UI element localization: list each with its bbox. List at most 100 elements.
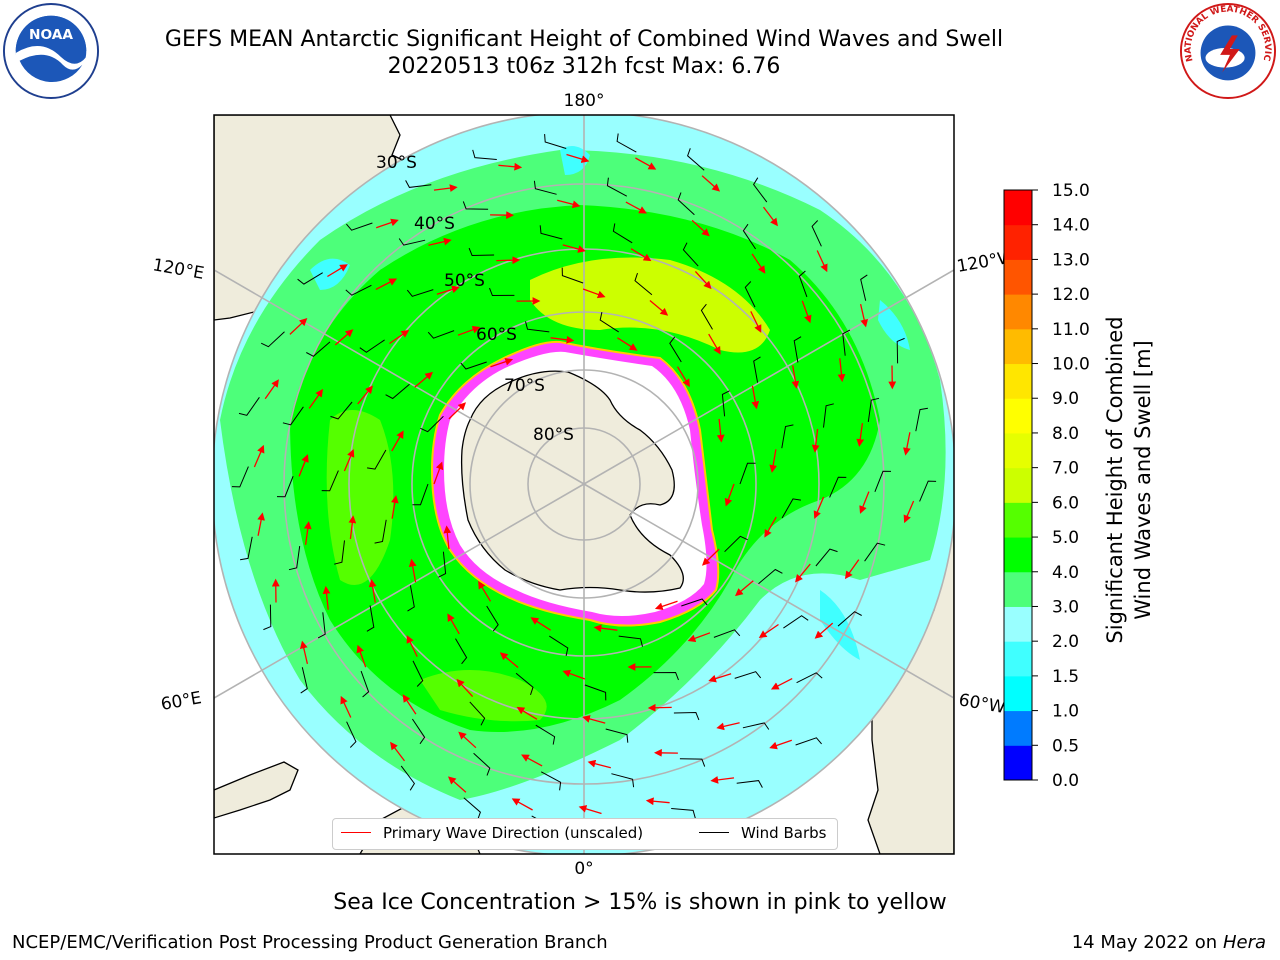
wind-barb: [306, 341, 331, 357]
wind-barb: [282, 406, 304, 426]
wave-direction-arrow: [550, 335, 575, 344]
chart-subtitle: 20220513 t06z 312h fcst Max: 6.76: [387, 54, 781, 79]
colorbar-tick-label: 13.0: [1052, 250, 1090, 270]
wave-direction-arrow: [649, 300, 669, 316]
meridian-label-60w: 60°W: [957, 690, 1007, 718]
wave-direction-arrow: [436, 285, 460, 295]
wind-barb: [753, 356, 761, 383]
wind-barb: [669, 336, 682, 363]
wind-barb: [673, 711, 700, 721]
wave-direction-arrow: [402, 694, 417, 715]
wave-direction-arrow: [691, 219, 710, 237]
wave-direction-arrow: [676, 366, 690, 388]
wave-direction-arrow: [566, 153, 590, 163]
wave-direction-arrow: [456, 678, 474, 698]
wave-direction-arrow: [593, 624, 618, 633]
wave-direction-arrow: [340, 695, 352, 718]
wave-direction-arrow: [813, 496, 825, 519]
wave-direction-arrow: [428, 237, 452, 246]
wind-barb: [823, 403, 834, 428]
wave-direction-arrow: [903, 500, 915, 524]
wind-barb: [345, 284, 372, 296]
colorbar-swatch: [1004, 710, 1032, 746]
wind-barb: [288, 546, 301, 571]
wave-direction-arrow: [814, 622, 834, 639]
wave-direction-arrow: [625, 201, 647, 214]
wind-barb: [829, 476, 847, 498]
wave-direction-arrow: [582, 288, 606, 299]
colorbar-tick-label: 14.0: [1052, 216, 1090, 236]
wind-barb: [798, 270, 808, 298]
wind-barb: [455, 638, 468, 665]
colorbar-swatch: [1004, 537, 1032, 573]
wave-direction-arrow: [654, 600, 678, 611]
wind-barb: [420, 415, 444, 433]
wind-barb: [606, 177, 628, 197]
colorbar-tick-label: 12.0: [1052, 285, 1090, 305]
wind-barb: [752, 177, 768, 203]
wave-direction-arrow: [751, 385, 760, 410]
colorbar-swatch: [1004, 467, 1032, 503]
colorbar-swatch: [1004, 294, 1032, 330]
wave-direction-arrow: [617, 337, 638, 351]
wave-direction-arrow: [578, 805, 602, 815]
colorbar-title-line2: Wind Waves and Swell [m]: [1131, 340, 1155, 620]
map-frame: [213, 114, 955, 855]
wave-direction-arrow: [811, 428, 820, 453]
wave-direction-arrow: [357, 385, 373, 405]
wave-direction-arrow: [530, 617, 551, 631]
wave-direction-arrow: [708, 673, 732, 683]
colorbar-swatch: [1004, 571, 1032, 607]
wind-barb: [407, 585, 415, 612]
wave-direction-arrow: [448, 402, 466, 420]
wind-barb: [795, 737, 822, 746]
meridian-label-120e: 120°E: [151, 255, 205, 284]
wave-direction-arrow: [478, 580, 492, 602]
svg-text:NOAA: NOAA: [29, 27, 73, 43]
colorbar-swatch: [1004, 224, 1032, 260]
wind-barb: [783, 615, 809, 629]
wind-barb: [611, 773, 635, 788]
wave-direction-arrow: [770, 678, 793, 690]
wind-barb: [815, 548, 838, 567]
wind-barb: [864, 542, 886, 562]
wave-direction-arrow: [630, 248, 652, 262]
wave-direction-arrow: [391, 430, 404, 452]
chart-title: GEFS MEAN Antarctic Significant Height o…: [164, 27, 1004, 52]
colorbar-tick-label: 4.0: [1052, 563, 1079, 583]
latitude-label-40s: 40°S: [414, 214, 455, 234]
wind-barb: [460, 361, 487, 370]
wave-direction-arrow: [751, 253, 766, 274]
colorbar-swatch: [1004, 675, 1032, 712]
wave-direction-arrow: [557, 199, 581, 209]
wave-direction-arrow: [762, 206, 778, 227]
wind-barb: [473, 752, 491, 776]
wind-barb: [468, 247, 495, 257]
wave-direction-arrow: [443, 525, 452, 550]
wave-direction-arrow: [433, 461, 444, 485]
wave-direction-arrow: [801, 300, 812, 324]
wind-barb: [682, 242, 699, 267]
colorbar-tick-label: 2.0: [1052, 632, 1079, 652]
wave-direction-arrow: [710, 776, 735, 784]
wind-barb: [260, 331, 285, 348]
colorbar-swatch: [1004, 398, 1032, 434]
wave-direction-arrow: [687, 632, 711, 643]
wave-direction-arrow: [322, 585, 331, 610]
wave-direction-arrow: [859, 491, 870, 514]
wind-barb: [919, 480, 937, 502]
wave-direction-arrow: [635, 157, 657, 170]
wave-direction-arrow: [856, 423, 865, 447]
wind-barb: [346, 222, 373, 231]
wind-barb: [793, 336, 802, 363]
wind-barb: [472, 149, 497, 160]
wind-barb: [321, 470, 339, 492]
wind-barb: [679, 758, 706, 767]
wind-barb: [238, 397, 260, 416]
wave-direction-arrow: [356, 644, 367, 668]
colorbar-tick-label: 1.0: [1052, 702, 1079, 722]
wave-direction-arrow: [343, 449, 355, 472]
wind-barb: [874, 470, 892, 492]
wave-direction-arrow: [859, 303, 869, 328]
